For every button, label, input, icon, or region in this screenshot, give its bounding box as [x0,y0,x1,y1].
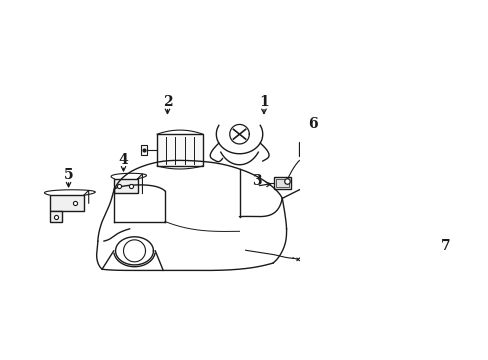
Bar [141,145,147,155]
Bar [273,177,290,189]
Text: 6: 6 [307,117,317,131]
Text: 1: 1 [259,95,268,109]
Bar [275,179,288,187]
Text: 4: 4 [119,153,128,167]
Text: 3: 3 [251,174,261,188]
Text: 5: 5 [63,168,73,182]
Text: 7: 7 [440,239,450,253]
Bar [114,179,137,193]
Text: 2: 2 [163,95,172,109]
Bar [50,211,62,222]
Bar [50,195,83,211]
Bar [157,134,203,166]
Bar [299,142,317,156]
Bar [300,156,316,165]
